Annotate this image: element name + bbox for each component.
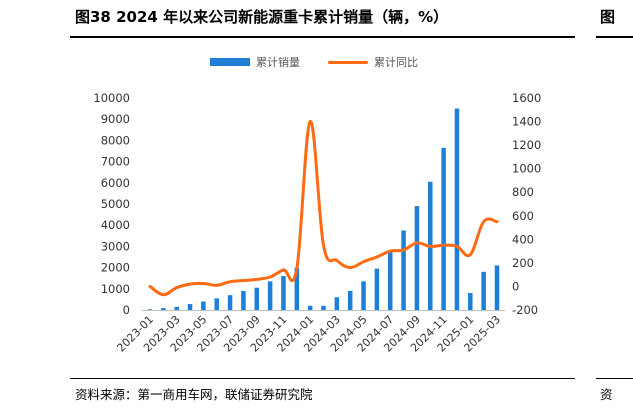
left-tick-label: 1000 <box>101 282 130 296</box>
bar <box>401 230 406 310</box>
left-axis-ticks: 0 1000 2000 3000 4000 5000 6000 7000 8000 9000 100… <box>93 91 130 317</box>
source-note: 资料来源：第一商用车网，联储证券研究院 <box>75 387 313 402</box>
bar <box>494 265 500 310</box>
adjacent-source-fragment: 资 <box>600 387 613 402</box>
right-tick-label: 1200 <box>512 138 541 152</box>
bars <box>147 108 500 310</box>
left-tick-label: 3000 <box>101 239 130 253</box>
legend-line-label: 累计同比 <box>374 56 418 69</box>
right-tick-label: 1600 <box>512 91 541 105</box>
right-tick-label: 800 <box>512 185 534 199</box>
legend-bar-swatch <box>210 58 250 66</box>
left-tick-label: 8000 <box>101 133 130 147</box>
bar <box>347 290 353 310</box>
bar <box>147 309 153 310</box>
bottom-rule-adjacent <box>596 378 633 379</box>
x-tick-labels: 2023-012023-032023-052023-072023-092023-… <box>114 313 503 355</box>
right-tick-label: -200 <box>512 303 538 317</box>
bar <box>254 287 260 310</box>
bar <box>227 295 233 310</box>
right-tick-label: 1000 <box>512 162 541 176</box>
left-tick-label: 9000 <box>101 112 130 126</box>
bar <box>307 305 313 310</box>
bar <box>201 301 206 310</box>
bottom-rule <box>70 378 575 379</box>
left-tick-label: 4000 <box>101 218 130 232</box>
right-tick-label: 600 <box>512 209 534 223</box>
adjacent-figure-title: 图 <box>600 8 616 26</box>
left-tick-label: 2000 <box>101 261 130 275</box>
bar <box>441 147 446 310</box>
yoy-line-path <box>148 120 499 297</box>
bar <box>174 306 179 310</box>
legend: 累计销量 累计同比 <box>210 54 446 70</box>
right-tick-label: 0 <box>512 279 519 293</box>
left-tick-label: 6000 <box>101 176 130 190</box>
bar <box>281 276 286 310</box>
right-tick-label: 400 <box>512 232 534 246</box>
left-tick-label: 0 <box>123 303 130 317</box>
left-tick-label: 7000 <box>101 155 130 169</box>
bar <box>414 206 420 310</box>
legend-bar-label: 累计销量 <box>256 56 300 69</box>
bar <box>294 267 300 310</box>
left-tick-label: 10000 <box>93 91 130 105</box>
left-tick-label: 5000 <box>101 197 130 211</box>
right-tick-label: 1400 <box>512 115 541 129</box>
bar <box>187 304 193 310</box>
top-rule <box>70 36 575 38</box>
bar <box>361 281 366 310</box>
legend-item-line: 累计同比 <box>328 54 418 70</box>
chart-title: 图38 2024 年以来公司新能源重卡累计销量（辆，%） <box>75 8 449 26</box>
bar <box>454 108 460 310</box>
bar <box>468 293 473 310</box>
legend-line-swatch <box>328 60 368 64</box>
legend-item-bar: 累计销量 <box>210 54 300 70</box>
bar <box>267 281 273 310</box>
bar <box>161 308 166 310</box>
right-tick-label: 200 <box>512 256 534 270</box>
yoy-line <box>148 120 499 297</box>
bar <box>241 290 246 310</box>
right-axis-ticks: -200 0 200 400 600 800 1000 1200 1400 1600 <box>512 91 541 317</box>
bar <box>387 250 393 310</box>
bar <box>334 297 340 310</box>
top-rule-adjacent <box>596 36 633 38</box>
bar <box>214 298 219 310</box>
bar <box>374 268 380 310</box>
bar <box>481 271 486 310</box>
bar <box>321 305 326 310</box>
